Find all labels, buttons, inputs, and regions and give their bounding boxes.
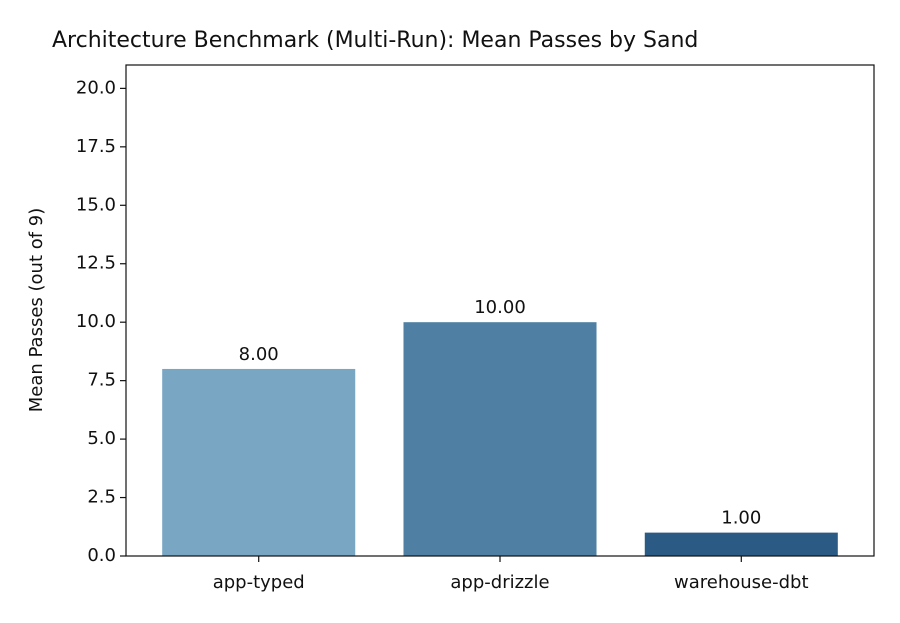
y-tick-label: 15.0 bbox=[76, 194, 116, 215]
y-tick-label: 7.5 bbox=[87, 370, 116, 391]
value-label: 8.00 bbox=[239, 344, 279, 365]
y-tick-label: 10.0 bbox=[76, 311, 116, 332]
x-tick-label: app-drizzle bbox=[450, 572, 549, 593]
y-tick-label: 20.0 bbox=[76, 77, 116, 98]
bar bbox=[162, 368, 356, 556]
bar bbox=[644, 532, 838, 556]
bar bbox=[403, 322, 597, 556]
y-tick-label: 2.5 bbox=[87, 487, 116, 508]
y-tick-label: 17.5 bbox=[76, 136, 116, 157]
value-label: 1.00 bbox=[721, 508, 761, 529]
y-tick-label: 12.5 bbox=[76, 253, 116, 274]
x-tick-label: app-typed bbox=[213, 572, 305, 593]
value-label: 10.00 bbox=[474, 297, 526, 318]
chart-title: Architecture Benchmark (Multi-Run): Mean… bbox=[52, 28, 698, 53]
y-axis-label: Mean Passes (out of 9) bbox=[26, 208, 47, 413]
y-tick-label: 5.0 bbox=[87, 428, 116, 449]
x-tick-label: warehouse-dbt bbox=[674, 572, 809, 593]
plot-frame bbox=[125, 64, 875, 557]
y-tick-label: 0.0 bbox=[87, 545, 116, 566]
